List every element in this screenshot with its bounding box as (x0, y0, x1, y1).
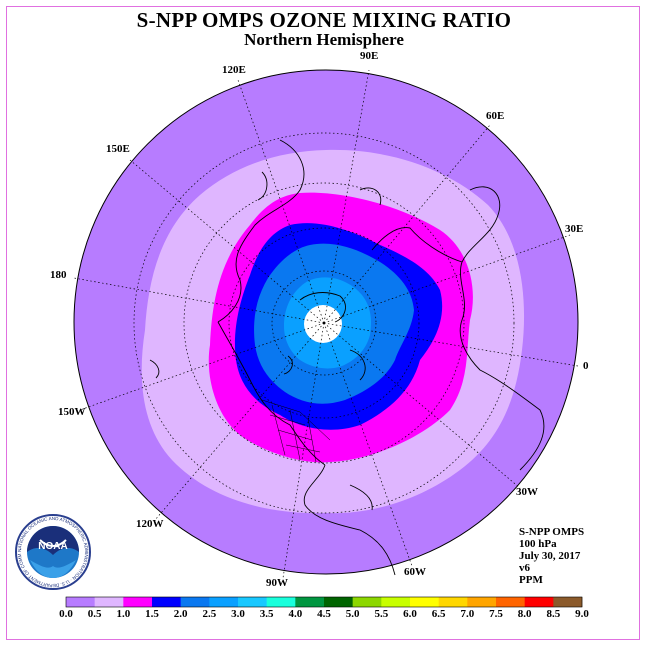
scale-label: 1.5 (145, 608, 159, 620)
scale-swatch-3 (152, 597, 181, 607)
scale-swatch-1 (94, 597, 124, 607)
scale-label: 8.0 (517, 608, 532, 620)
scale-label: 0.0 (59, 608, 73, 620)
scale-label: 0.5 (87, 608, 102, 620)
lon-label-150w: 150W (58, 406, 86, 418)
lon-label-120w: 120W (136, 518, 164, 530)
lon-label-60w: 60W (404, 566, 426, 578)
info-units: PPM (519, 574, 543, 586)
scale-label: 3.5 (259, 608, 274, 620)
lon-label-180: 180 (50, 269, 67, 281)
info-level: 100 hPa (519, 538, 557, 550)
scale-swatch-15 (496, 597, 525, 607)
scale-swatch-2 (123, 597, 153, 607)
color-scale-bar (65, 596, 583, 608)
coastlines (149, 139, 545, 576)
scale-swatch-16 (524, 597, 554, 607)
color-scale-labels: 0.0 0.5 1.0 1.5 2.0 2.5 3.0 3.5 4.0 4.5 5.0 5.5 6.0 6… (0, 608, 648, 622)
scale-swatch-13 (438, 597, 468, 607)
scale-label: 9.0 (575, 608, 589, 620)
scale-label: 2.0 (173, 608, 188, 620)
scale-label: 1.0 (116, 608, 131, 620)
scale-swatch-0 (66, 597, 95, 607)
scale-swatch-11 (381, 597, 411, 607)
lon-label-120e: 120E (222, 64, 246, 76)
page-title: S-NPP OMPS OZONE MIXING RATIO (136, 8, 512, 32)
scale-label: 3.0 (231, 608, 245, 620)
lon-label-30e: 30E (565, 223, 584, 235)
lon-label-90w: 90W (266, 577, 288, 589)
scale-swatch-5 (209, 597, 239, 607)
scale-swatch-14 (467, 597, 497, 607)
plot-frame (6, 6, 640, 640)
lon-label-150e: 150E (106, 143, 130, 155)
lon-label-30w: 30W (516, 486, 538, 498)
info-block: S-NPP OMPS 100 hPa July 30, 2017 v6 PPM (519, 526, 584, 586)
info-instrument: S-NPP OMPS (519, 526, 585, 538)
scale-label: 4.5 (317, 608, 331, 620)
scale-label: 7.5 (489, 608, 503, 620)
scale-label: 6.5 (431, 608, 446, 620)
scale-label: 8.5 (546, 608, 561, 620)
scale-label: 2.5 (202, 608, 217, 620)
scale-swatch-7 (266, 597, 296, 607)
scale-label: 4.0 (288, 608, 303, 620)
scale-label: 5.0 (345, 608, 360, 620)
scale-swatch-4 (180, 597, 210, 607)
scale-label: 5.5 (374, 608, 389, 620)
scale-swatch-17 (553, 597, 583, 607)
scale-swatch-10 (352, 597, 382, 607)
scale-label: 7.0 (460, 608, 475, 620)
lon-label-90e: 90E (360, 50, 379, 62)
noaa-logo-text: NOAA (38, 541, 67, 552)
info-date: July 30, 2017 (519, 550, 581, 562)
ozone-field (74, 70, 578, 574)
scale-label: 6.0 (403, 608, 417, 620)
info-version: v6 (519, 562, 530, 574)
scale-swatch-9 (324, 597, 353, 607)
scale-swatch-8 (295, 597, 325, 607)
lon-label-0: 0 (583, 360, 589, 372)
graticule (73, 69, 579, 579)
page-subtitle: Northern Hemisphere (244, 30, 404, 49)
globe-outline (73, 69, 579, 575)
scale-swatch-12 (410, 597, 439, 607)
scale-swatch-6 (238, 597, 267, 607)
lon-label-60e: 60E (486, 110, 505, 122)
scale-outline (65, 596, 583, 608)
